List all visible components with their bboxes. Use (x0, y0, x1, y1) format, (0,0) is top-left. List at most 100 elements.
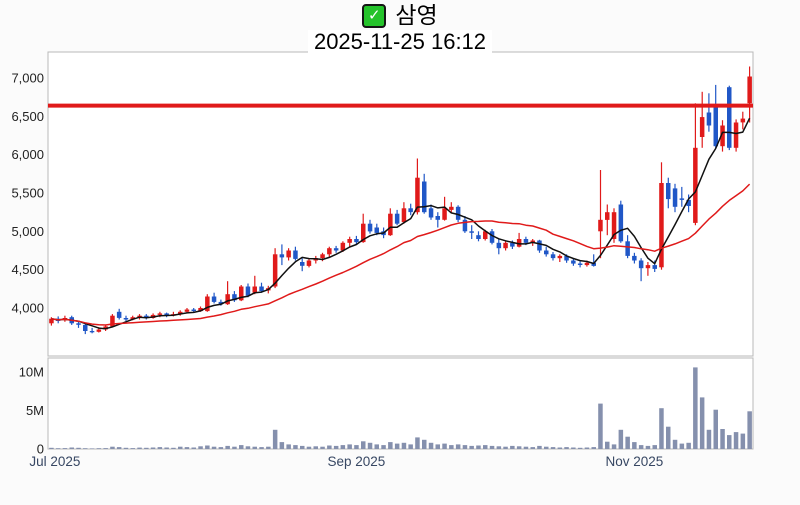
candle-body (211, 296, 217, 302)
candle-body (164, 313, 169, 316)
volume-bar (449, 445, 454, 449)
candle-body (625, 241, 630, 256)
candle-body (116, 311, 122, 318)
volume-bar (428, 442, 434, 449)
volume-bar (272, 429, 278, 450)
candle-body (232, 294, 237, 301)
volume-bar (340, 445, 346, 449)
chart-timestamp: 2025-11-25 16:12 (307, 29, 493, 53)
candle-body (686, 199, 691, 206)
volume-bar (225, 445, 230, 449)
candle-body (422, 181, 427, 213)
volume-bar (733, 432, 739, 449)
volume-bar (144, 447, 149, 449)
volume-bar (137, 447, 142, 449)
short-ma-line (51, 117, 751, 330)
volume-bar (686, 442, 691, 449)
volume-bar (164, 447, 169, 449)
volume-bar (747, 411, 752, 449)
volume-bar (171, 447, 176, 449)
volume-bar (130, 448, 135, 449)
volume-bar (693, 367, 698, 449)
volume-bar (239, 445, 244, 449)
volume-bar (293, 445, 298, 449)
candle-body (706, 112, 712, 126)
price-tick-label: 6,500 (11, 109, 44, 124)
volume-tick-label: 0 (37, 442, 44, 457)
price-tick-label: 5,000 (11, 224, 44, 239)
volume-bar (632, 442, 637, 449)
volume-bar (544, 446, 549, 449)
candle-body (218, 301, 224, 305)
candle-body (611, 212, 617, 239)
volume-bar (286, 444, 291, 449)
candle-body (333, 248, 339, 251)
volume-bar (720, 429, 725, 449)
candle-body (557, 255, 563, 259)
candle-body (293, 250, 298, 259)
title-row: ✓ 삼영 (0, 2, 800, 30)
candle-body (394, 213, 400, 224)
price-tick-label: 6,000 (11, 147, 44, 162)
stock-symbol-title: 삼영 (395, 2, 438, 28)
volume-bar (537, 445, 542, 449)
candle-body (415, 177, 420, 213)
volume-bar (530, 447, 535, 449)
volume-bar (313, 446, 318, 449)
volume-tick-label: 10M (19, 365, 44, 380)
candle-body (130, 317, 135, 320)
volume-bar (625, 436, 630, 449)
volume-bar (205, 445, 210, 449)
volume-bar (727, 435, 732, 449)
candle-body (727, 87, 732, 148)
candle-body (740, 118, 746, 123)
candle-body (239, 286, 244, 301)
volume-bar (123, 447, 129, 449)
volume-bar (374, 444, 379, 449)
volume-bar (550, 447, 556, 449)
candle-body (584, 262, 590, 266)
candle-body (279, 254, 285, 258)
volume-bar (577, 447, 583, 449)
volume-bar (394, 443, 400, 449)
candle-body (123, 318, 129, 320)
volume-bar (184, 447, 190, 449)
volume-bar (422, 439, 427, 449)
volume-bar (483, 445, 488, 449)
checked-checkbox-icon[interactable]: ✓ (362, 3, 387, 28)
candle-body (401, 208, 407, 223)
candle-body (550, 254, 556, 259)
volume-bar (232, 446, 237, 449)
candle-body (564, 255, 569, 261)
volume-bar (259, 447, 264, 449)
volume-bar (442, 443, 447, 449)
volume-bar (89, 448, 95, 449)
candle-body (638, 260, 644, 269)
candle-body (720, 125, 725, 147)
candle-body (83, 324, 88, 331)
candle-body (137, 315, 142, 318)
candle-body (198, 308, 203, 312)
volume-bar (679, 443, 685, 449)
candle-body (618, 204, 624, 242)
volume-bar (279, 442, 285, 449)
volume-bar (476, 445, 481, 449)
candle-body (455, 206, 461, 220)
candle-body (537, 240, 542, 251)
volume-bar (503, 446, 508, 449)
candle-body (49, 318, 54, 324)
candle-body (191, 309, 196, 311)
volume-bar (327, 445, 332, 449)
volume-bar (571, 447, 576, 449)
price-tick-label: 4,500 (11, 262, 44, 277)
x-axis-month-label: Sep 2025 (327, 454, 385, 469)
volume-bar (211, 446, 217, 449)
candle-body (449, 206, 454, 210)
candle-body (89, 331, 95, 333)
volume-bar (652, 445, 657, 449)
volume-bar (49, 447, 54, 449)
volume-bar (198, 446, 203, 449)
candle-body (252, 286, 257, 293)
